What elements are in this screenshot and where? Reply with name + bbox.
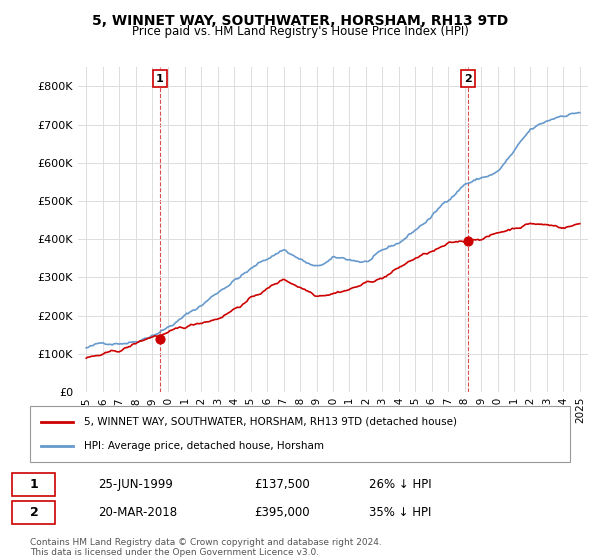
Text: 1: 1: [29, 478, 38, 491]
Text: 20-MAR-2018: 20-MAR-2018: [98, 506, 178, 519]
Text: 5, WINNET WAY, SOUTHWATER, HORSHAM, RH13 9TD (detached house): 5, WINNET WAY, SOUTHWATER, HORSHAM, RH13…: [84, 417, 457, 427]
Text: 2: 2: [464, 74, 472, 83]
FancyBboxPatch shape: [12, 501, 55, 524]
Text: 5, WINNET WAY, SOUTHWATER, HORSHAM, RH13 9TD: 5, WINNET WAY, SOUTHWATER, HORSHAM, RH13…: [92, 14, 508, 28]
Text: 1: 1: [156, 74, 164, 83]
Text: 2: 2: [29, 506, 38, 519]
Text: £395,000: £395,000: [254, 506, 310, 519]
Text: 35% ↓ HPI: 35% ↓ HPI: [369, 506, 431, 519]
Point: [155, 335, 165, 344]
Text: Price paid vs. HM Land Registry's House Price Index (HPI): Price paid vs. HM Land Registry's House …: [131, 25, 469, 38]
Text: HPI: Average price, detached house, Horsham: HPI: Average price, detached house, Hors…: [84, 441, 324, 451]
Text: Contains HM Land Registry data © Crown copyright and database right 2024.
This d: Contains HM Land Registry data © Crown c…: [30, 538, 382, 557]
FancyBboxPatch shape: [12, 473, 55, 496]
Text: £137,500: £137,500: [254, 478, 310, 491]
Text: 26% ↓ HPI: 26% ↓ HPI: [369, 478, 432, 491]
FancyBboxPatch shape: [30, 406, 570, 462]
Text: 25-JUN-1999: 25-JUN-1999: [98, 478, 173, 491]
Point: [463, 236, 473, 245]
